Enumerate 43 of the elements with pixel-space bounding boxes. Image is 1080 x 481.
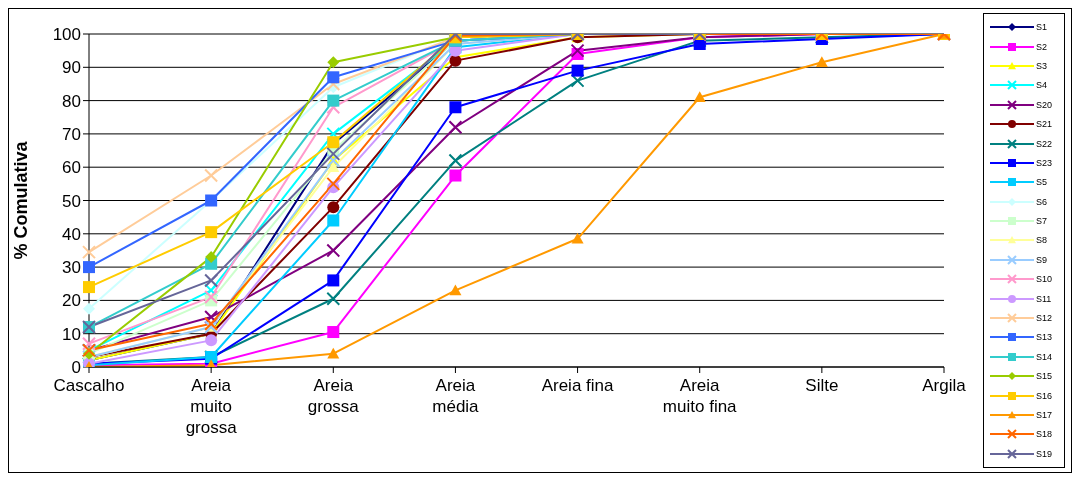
y-tick-label: 80 — [62, 91, 81, 111]
legend-label: S10 — [1036, 274, 1053, 285]
y-tick-label: 100 — [52, 25, 81, 45]
y-tick-label: 60 — [62, 158, 81, 178]
y-tick-label: 40 — [62, 224, 81, 244]
y-tick-label: 90 — [62, 58, 81, 78]
y-tick-label: 30 — [62, 258, 81, 278]
x-tick-label: Argila — [922, 376, 967, 395]
legend-label: S21 — [1036, 119, 1053, 130]
legend-label: S14 — [1036, 351, 1053, 362]
legend-label: S3 — [1036, 60, 1048, 71]
y-tick-label: 10 — [62, 324, 81, 344]
y-tick-label: 20 — [62, 291, 81, 311]
legend-label: S18 — [1036, 429, 1053, 440]
legend-label: S19 — [1036, 448, 1053, 459]
legend-label: S20 — [1036, 99, 1053, 110]
x-tick-label: Cascalho — [53, 376, 125, 395]
legend-label: S15 — [1036, 371, 1053, 382]
y-tick-label: 50 — [62, 191, 81, 211]
legend-label: S1 — [1036, 22, 1048, 33]
legend-label: S6 — [1036, 196, 1048, 207]
x-tick-label: Silte — [805, 376, 839, 395]
y-tick-label: 70 — [62, 124, 81, 144]
x-tick-label: Areia muito grossa — [185, 376, 238, 437]
legend-label: S8 — [1036, 235, 1048, 246]
legend-label: S12 — [1036, 313, 1053, 324]
legend-label: S2 — [1036, 41, 1048, 52]
legend-label: S23 — [1036, 157, 1053, 168]
x-tick-label: Areia fina — [541, 376, 615, 395]
x-tick-label: Areia grossa — [307, 376, 360, 416]
legend-label: S4 — [1036, 80, 1048, 91]
legend-label: S13 — [1036, 332, 1053, 343]
legend-label: S5 — [1036, 177, 1048, 188]
legend-label: S16 — [1036, 390, 1053, 401]
legend-label: S22 — [1036, 138, 1053, 149]
legend-label: S11 — [1036, 293, 1052, 304]
y-tick-label: 0 — [71, 358, 81, 378]
y-axis-title: % Comulativa — [11, 140, 32, 260]
legend-label: S7 — [1036, 216, 1048, 227]
x-tick-label: Areia média — [432, 376, 480, 416]
x-tick-label: Areia muito fina — [662, 376, 738, 416]
legend-label: S17 — [1036, 410, 1053, 420]
legend-label: S9 — [1036, 254, 1048, 265]
